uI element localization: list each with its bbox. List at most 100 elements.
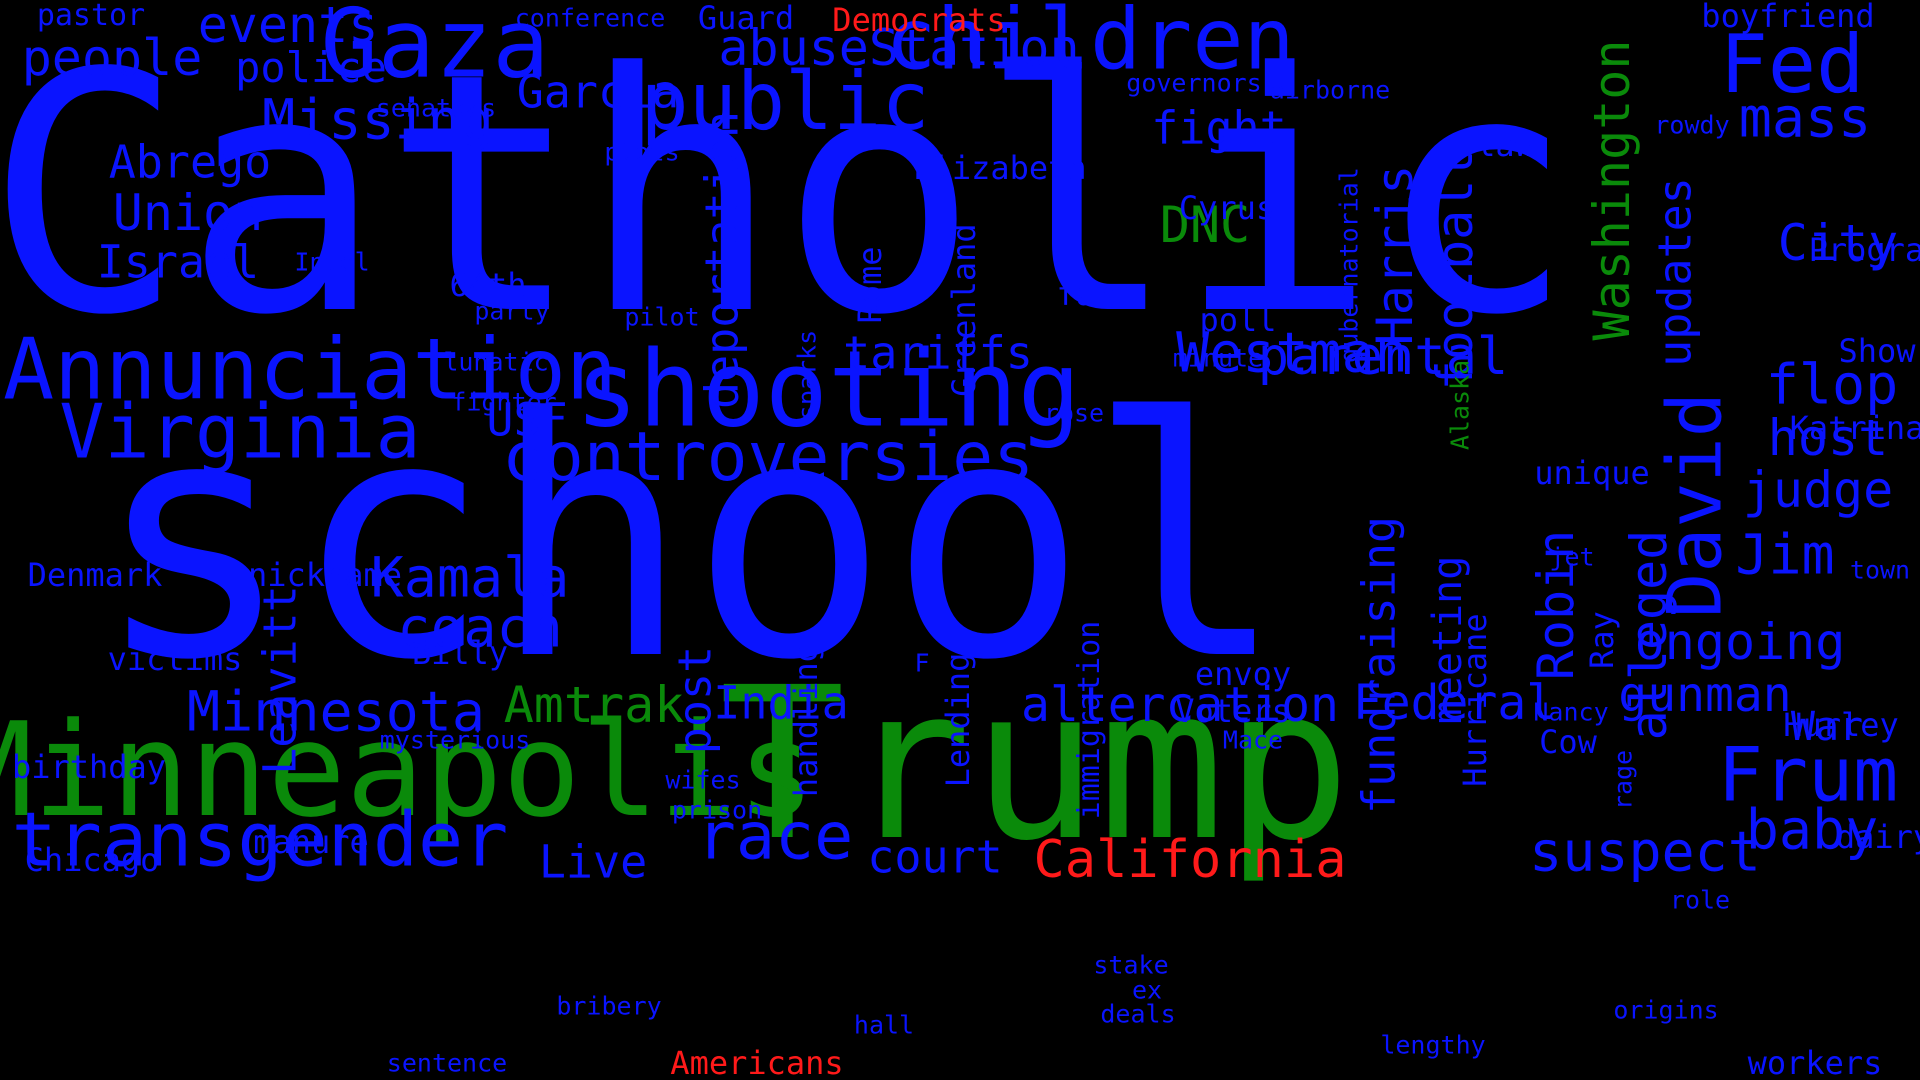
word-minute: minute <box>1172 343 1264 373</box>
word-cyrus: Cyrus <box>1178 189 1276 227</box>
word-workers: workers <box>1747 1044 1883 1080</box>
word-judge: judge <box>1742 461 1894 519</box>
word-town: town <box>1849 555 1911 585</box>
word-rage: rage <box>1608 749 1638 811</box>
word-union: Union <box>112 184 264 242</box>
word-minneapolis: Minneapolis <box>0 694 816 846</box>
word-ex: ex <box>1131 975 1163 1005</box>
word-baby: baby <box>1745 797 1879 862</box>
word-host: host <box>1767 409 1889 467</box>
word-bribery: bribery <box>556 991 662 1021</box>
word-lengthy: lengthy <box>1380 1030 1486 1060</box>
word-catholic: Catholic <box>0 3 1575 387</box>
word-hurricane: Hurricane <box>1456 613 1494 787</box>
word-pastor: pastor <box>36 0 146 33</box>
word-annunciation: Annunciation <box>2 320 618 420</box>
word-amtrak: Amtrak <box>503 676 685 734</box>
word-mysterious: mysterious <box>379 725 531 755</box>
word-chicago: Chicago <box>24 841 160 879</box>
word-law: law <box>1476 126 1534 164</box>
word-hurley: Hurley <box>1783 706 1899 744</box>
word-hall: hall <box>853 1010 915 1040</box>
word-city: City <box>1777 214 1899 272</box>
word-cow: Cow <box>1539 723 1597 761</box>
word-sentence: sentence <box>386 1048 508 1078</box>
word-poll: poll <box>1199 301 1277 339</box>
word-intel: Intel <box>294 247 370 277</box>
word-conference: conference <box>514 3 666 33</box>
word-manure: manure <box>253 823 369 861</box>
word-nickname: nickname <box>247 556 403 594</box>
word-frum: Frum <box>1717 730 1899 819</box>
word-controversies: controversies <box>501 418 1035 497</box>
word-voters: Voters <box>1175 692 1291 730</box>
word-coach: coach <box>397 595 563 660</box>
word-football: football <box>1426 149 1484 391</box>
word-school: school <box>93 348 1287 732</box>
word-governors: governors <box>1126 68 1262 98</box>
word-sparks: sparks <box>792 329 822 421</box>
word-suspect: suspect <box>1529 819 1761 884</box>
word-mace: Mace <box>1222 725 1284 755</box>
word-dnc: DNC <box>1159 196 1251 254</box>
word-elizabeth: Elizabeth <box>913 149 1087 187</box>
word-greenland: Greenland <box>945 223 983 397</box>
word-westman: Westman <box>1176 320 1408 385</box>
word-robin: Robin <box>1527 529 1585 681</box>
word-billy: Billy <box>411 634 509 672</box>
word-airborne: airborne <box>1269 75 1391 105</box>
word-rome: Rome <box>851 246 889 324</box>
word-kamala: Kamala <box>370 545 570 610</box>
word-fundraising: fundraising <box>1352 515 1406 815</box>
word-public: public <box>640 55 930 148</box>
word-fighter: fighter <box>451 387 557 417</box>
word-parental: parental <box>1257 327 1509 387</box>
word-stake: stake <box>1093 950 1169 980</box>
word-farm: farm <box>1056 275 1134 313</box>
word-role: role <box>1669 885 1731 915</box>
word-jim: Jim <box>1735 522 1835 587</box>
word-transgender: transgender <box>11 795 509 884</box>
word-post: post <box>668 645 722 755</box>
word-israel: Israel <box>96 235 260 289</box>
word-rowdy: rowdy <box>1654 110 1730 140</box>
word-senators: senators <box>375 93 497 123</box>
word-california: California <box>1033 830 1347 890</box>
word-americans: Americans <box>670 1044 844 1080</box>
word-altercation: altercation <box>1021 677 1339 733</box>
word-katrina: Katrina <box>1789 409 1920 447</box>
word-virginia: Virginia <box>59 387 421 476</box>
word-gunman: gunman <box>1618 667 1792 723</box>
word-democrats: Democrats <box>832 1 1006 39</box>
word-mass: mass <box>1738 85 1872 150</box>
word-fed: Fed <box>1719 18 1865 111</box>
word-usf: USF <box>486 393 568 447</box>
word-64th: 64th <box>449 266 527 304</box>
word-missing: Missing <box>262 87 494 152</box>
word-updates: updates <box>1648 177 1702 367</box>
word-plots: plots <box>604 137 680 167</box>
word-prison: prison <box>671 795 763 825</box>
word-court: court <box>867 830 1003 884</box>
word-envoy: envoy <box>1194 655 1292 693</box>
word-f: F <box>914 648 930 678</box>
word-ray: Ray <box>1583 611 1621 669</box>
word-shooting: shooting <box>575 328 1081 451</box>
word-pilot: pilot <box>624 302 700 332</box>
word-alaska: Alaska <box>1445 359 1475 451</box>
word-party: party <box>474 296 550 326</box>
word-gubernatorial: gubernatorial <box>1334 167 1364 363</box>
word-program: Program <box>1808 231 1920 269</box>
word-garcia: Garcia <box>516 65 680 119</box>
word-flop: flop <box>1765 352 1899 417</box>
word-lending: Lending <box>939 652 977 788</box>
word-immigration: immigration <box>1072 620 1107 820</box>
word-race: race <box>696 799 854 875</box>
word-live: Live <box>538 835 648 889</box>
word-jet: jet <box>1549 542 1595 572</box>
word-leavitt: Leavitt <box>253 585 307 775</box>
word-unique: unique <box>1534 454 1650 492</box>
word-handling: handling <box>787 642 825 798</box>
word-deportation: deportation <box>695 110 749 410</box>
